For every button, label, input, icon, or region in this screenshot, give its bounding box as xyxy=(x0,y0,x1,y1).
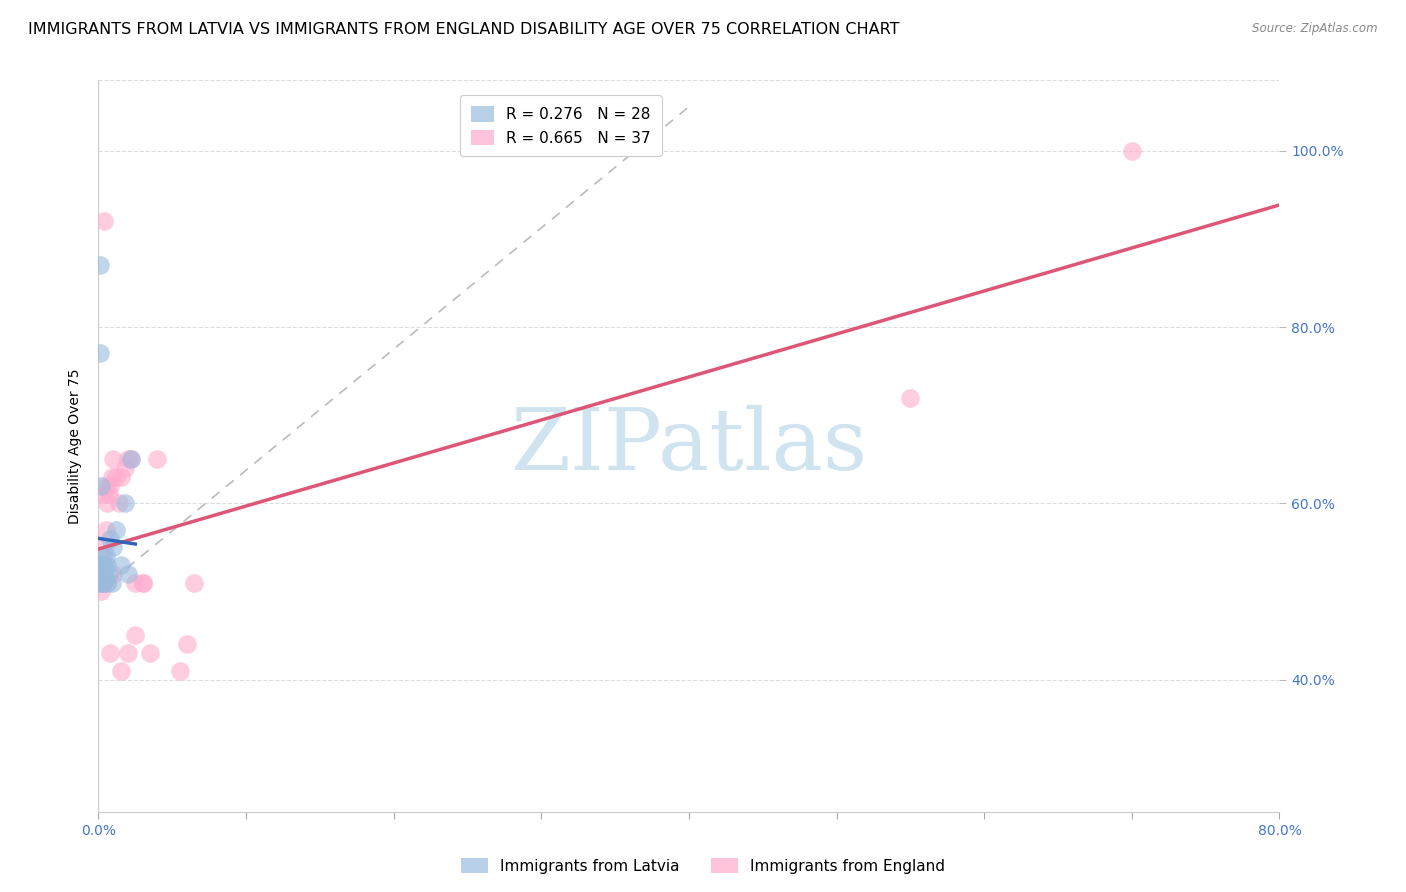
Point xyxy=(91,487,114,501)
Point xyxy=(100,470,122,484)
Text: IMMIGRANTS FROM LATVIA VS IMMIGRANTS FROM ENGLAND DISABILITY AGE OVER 75 CORRELA: IMMIGRANTS FROM LATVIA VS IMMIGRANTS FRO… xyxy=(28,22,900,37)
Point xyxy=(90,558,112,572)
Point xyxy=(139,646,162,660)
Point xyxy=(103,566,125,581)
Y-axis label: Disability Age Over 75: Disability Age Over 75 xyxy=(69,368,83,524)
Point xyxy=(117,452,139,467)
Point xyxy=(110,664,132,678)
Point xyxy=(124,628,146,642)
Point xyxy=(132,575,155,590)
Point xyxy=(110,558,132,572)
Point xyxy=(110,470,132,484)
Point xyxy=(96,496,118,510)
Point xyxy=(91,566,114,581)
Point xyxy=(93,558,115,572)
Point xyxy=(91,575,114,590)
Point xyxy=(103,541,125,555)
Point xyxy=(146,452,169,467)
Text: ZIPatlas: ZIPatlas xyxy=(510,404,868,488)
Legend: R = 0.276   N = 28, R = 0.665   N = 37: R = 0.276 N = 28, R = 0.665 N = 37 xyxy=(460,95,662,156)
Point xyxy=(91,575,114,590)
Point xyxy=(97,487,120,501)
Point xyxy=(91,558,114,572)
Point xyxy=(124,575,146,590)
Point xyxy=(94,478,117,492)
Point xyxy=(89,346,111,360)
Point xyxy=(103,452,125,467)
Point xyxy=(90,566,112,581)
Point xyxy=(96,575,118,590)
Point xyxy=(114,461,136,475)
Point xyxy=(89,575,111,590)
Point xyxy=(900,391,922,405)
Point xyxy=(94,549,117,563)
Point xyxy=(98,478,121,492)
Point xyxy=(98,532,121,546)
Point xyxy=(94,523,117,537)
Point xyxy=(90,584,112,599)
Point xyxy=(96,558,118,572)
Text: Source: ZipAtlas.com: Source: ZipAtlas.com xyxy=(1253,22,1378,36)
Point xyxy=(114,496,136,510)
Point xyxy=(100,575,122,590)
Point xyxy=(91,575,114,590)
Point xyxy=(96,575,118,590)
Point xyxy=(1121,144,1143,158)
Point xyxy=(93,214,115,228)
Point xyxy=(89,258,111,272)
Point xyxy=(90,558,112,572)
Point xyxy=(98,646,121,660)
Point xyxy=(176,637,198,651)
Point xyxy=(169,664,191,678)
Point xyxy=(108,496,131,510)
Point xyxy=(105,523,128,537)
Point xyxy=(93,566,115,581)
Point xyxy=(132,575,155,590)
Point xyxy=(120,452,142,467)
Point xyxy=(117,646,139,660)
Point xyxy=(93,541,115,555)
Point xyxy=(93,566,115,581)
Point xyxy=(90,478,112,492)
Point xyxy=(117,566,139,581)
Point xyxy=(91,566,114,581)
Legend: Immigrants from Latvia, Immigrants from England: Immigrants from Latvia, Immigrants from … xyxy=(454,852,952,880)
Point xyxy=(90,566,112,581)
Point xyxy=(120,452,142,467)
Point xyxy=(105,470,128,484)
Point xyxy=(91,549,114,563)
Point xyxy=(89,566,111,581)
Point xyxy=(183,575,205,590)
Point xyxy=(89,575,111,590)
Point xyxy=(97,566,120,581)
